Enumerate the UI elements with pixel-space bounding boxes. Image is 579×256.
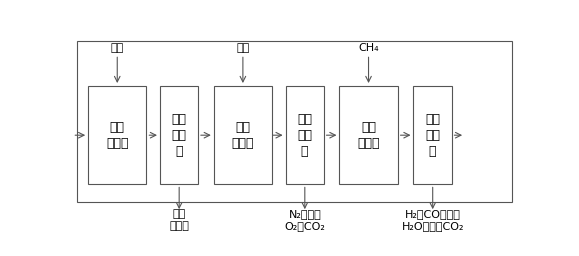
Bar [214,86,272,185]
Bar [413,86,452,185]
Bar [285,86,324,185]
Text: N₂、极少
O₂、CO₂: N₂、极少 O₂、CO₂ [284,209,325,231]
Text: 第一
分离
器: 第一 分离 器 [171,113,186,158]
Bar [88,86,146,185]
Bar [160,86,198,185]
Text: 第二
反应器: 第二 反应器 [232,121,254,150]
Text: 第三
分离
器: 第三 分离 器 [425,113,440,158]
Text: CH₄: CH₄ [358,42,379,52]
Bar [339,86,398,185]
Text: 第二
分离
器: 第二 分离 器 [297,113,312,158]
Text: 烟气: 烟气 [111,42,124,52]
Text: 第三
反应器: 第三 反应器 [357,121,380,150]
Bar [77,41,512,202]
Text: H₂、CO、少量
H₂O，极少CO₂: H₂、CO、少量 H₂O，极少CO₂ [401,209,464,231]
Text: 空气: 空气 [236,42,250,52]
Text: 第一
反应器: 第一 反应器 [106,121,129,150]
Text: 脱碳
烟道气: 脱碳 烟道气 [169,209,189,231]
